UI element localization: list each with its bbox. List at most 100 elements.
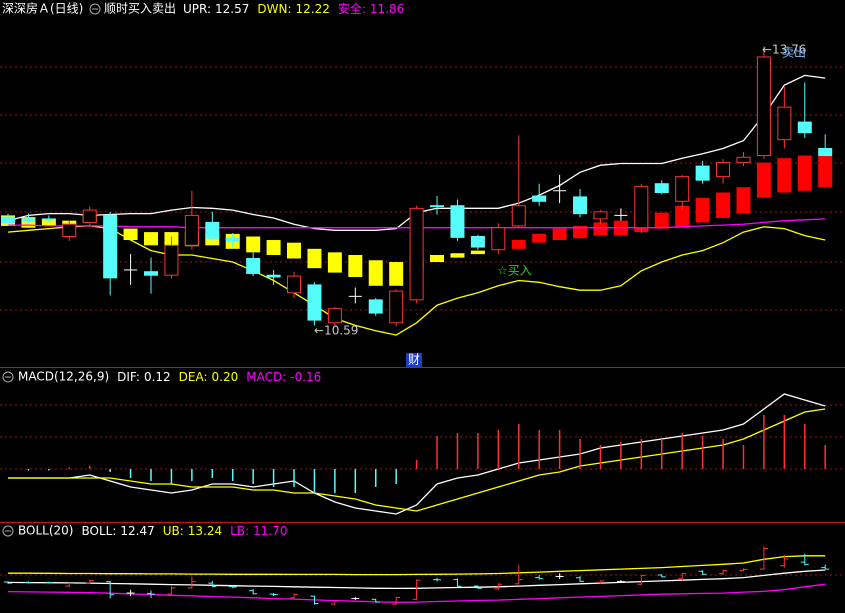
- legend-name: LB:: [230, 524, 249, 538]
- panel-title: MACD(12,26,9): [18, 370, 109, 384]
- candle-body: [654, 183, 669, 193]
- candle-body: [695, 165, 710, 181]
- signal-block: [716, 192, 731, 219]
- signal-block: [532, 233, 547, 243]
- signal-block: [675, 205, 690, 228]
- signal-block: [430, 254, 445, 263]
- candle-body: [205, 221, 220, 239]
- candle-body: [82, 209, 97, 223]
- legend-entry: UB: 13.24: [163, 524, 222, 538]
- candle-body: [756, 56, 771, 157]
- candle-body: [470, 236, 485, 248]
- candle-body: [450, 205, 465, 238]
- legend-name: DEA:: [179, 370, 208, 384]
- signal-block: [287, 242, 302, 259]
- signal-block: [756, 162, 771, 198]
- signal-block: [307, 248, 322, 269]
- legend-name: MACD:: [246, 370, 286, 384]
- candle-body: [716, 162, 731, 178]
- signal-block: [327, 252, 342, 273]
- candle-body: [21, 218, 36, 222]
- legend-value: 11.86: [370, 2, 404, 16]
- indicator-icon: [2, 525, 14, 537]
- sell-signal: 卖出: [782, 46, 806, 60]
- signal-block: [654, 212, 669, 229]
- legend-entry: MACD: -0.16: [246, 370, 321, 384]
- indicator-title: 顺时买入卖出: [104, 2, 176, 16]
- candle-body: [307, 284, 322, 321]
- legend-name: UB:: [163, 524, 184, 538]
- high-annotation: ←13.76: [762, 43, 806, 57]
- candle-body: [593, 211, 608, 220]
- indicator-line: [7, 583, 826, 603]
- signal-block: [144, 232, 159, 246]
- signal-block: [368, 260, 383, 286]
- legend-value: 12.57: [215, 2, 249, 16]
- candle-body: [430, 205, 445, 208]
- candle-body: [818, 147, 833, 157]
- legend-name: DIF:: [117, 370, 140, 384]
- grid: [0, 66, 845, 576]
- signal-block: [593, 222, 608, 236]
- low-annotation: ←10.59: [314, 324, 358, 338]
- legend-value: -0.16: [290, 370, 321, 384]
- indicator-line: [8, 408, 826, 512]
- candle-body: [777, 106, 792, 141]
- legend-entry: DIF: 0.12: [117, 370, 171, 384]
- indicator-icon: [2, 371, 14, 383]
- indicator-line: [7, 225, 826, 336]
- candle-body: [573, 196, 588, 215]
- candle-body: [389, 290, 404, 324]
- candle-body: [532, 195, 547, 202]
- signal-block: [777, 158, 792, 193]
- legend-entry: DWN: 12.22: [257, 2, 329, 16]
- candle-body: [41, 218, 56, 221]
- signal-block: [389, 262, 404, 286]
- indicator-line: [8, 393, 826, 515]
- candle-body: [287, 275, 302, 294]
- panel-title: BOLL(20): [18, 524, 73, 538]
- annotations: ←10.59 ←13.76 卖出 ☆买入 财: [314, 43, 806, 367]
- panel-headers: 深深房Ａ(日线) 顺时买入卖出 MACD(12,26,9) BOLL(20): [2, 1, 176, 538]
- candle-body: [103, 214, 118, 279]
- candle-body: [144, 271, 159, 276]
- legend-entry: UPR: 12.57: [183, 2, 249, 16]
- candle-body: [491, 227, 506, 251]
- finance-marker: 财: [408, 353, 420, 367]
- legend-name: BOLL:: [81, 524, 116, 538]
- signal-block: [348, 254, 363, 277]
- candle-body: [327, 308, 342, 324]
- signal-block: [818, 155, 833, 188]
- signal-block: [511, 240, 526, 249]
- candle-body: [225, 237, 240, 242]
- candle-body: [634, 185, 649, 229]
- signal-block: [450, 253, 465, 258]
- candle-body: [246, 258, 261, 274]
- legend-value: 12.47: [120, 524, 154, 538]
- candle-body: [1, 216, 15, 223]
- signal-block: [470, 250, 485, 255]
- legend-entry: 安全: 11.86: [338, 1, 404, 16]
- finance-marker-box: [406, 353, 422, 367]
- indicator-icon: [89, 3, 101, 15]
- indicator-line: [8, 555, 826, 576]
- candle-body: [797, 121, 812, 134]
- legend-name: 安全:: [338, 1, 366, 16]
- chart-title: 深深房Ａ(日线): [2, 1, 83, 16]
- candle-body: [511, 205, 526, 227]
- legend-value: 12.22: [296, 2, 330, 16]
- signal-block: [695, 197, 710, 223]
- candle-body: [266, 274, 281, 278]
- legend-entry: BOLL: 12.47: [81, 524, 154, 538]
- candle-body: [368, 299, 383, 314]
- legend-value: 11.70: [253, 524, 287, 538]
- candle-body: [409, 207, 424, 301]
- signal-block: [573, 225, 588, 239]
- legend-entry: DEA: 0.20: [179, 370, 239, 384]
- legend-value: 13.24: [188, 524, 222, 538]
- legend-value: 0.20: [212, 370, 239, 384]
- signal-block: [246, 236, 261, 253]
- candle-body: [184, 214, 199, 246]
